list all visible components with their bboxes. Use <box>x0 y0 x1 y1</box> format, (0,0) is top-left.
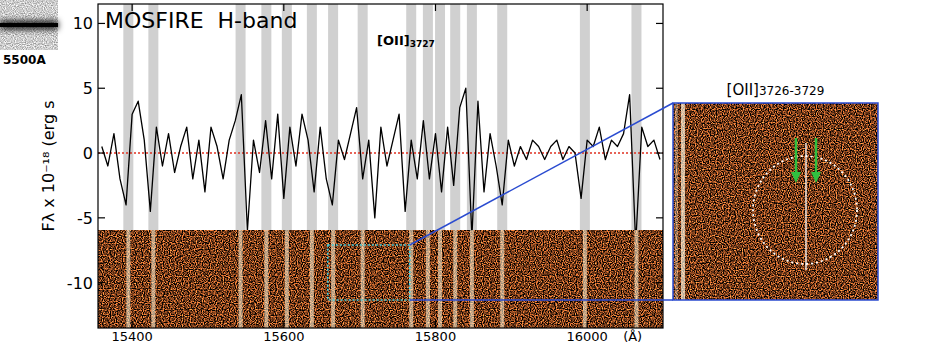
y-tick-label: 0 <box>83 144 93 163</box>
sky-line-band <box>435 4 445 230</box>
sky-line-band <box>236 4 246 230</box>
x-tick-label: 15600 <box>263 329 304 344</box>
sky-line-band <box>261 4 271 230</box>
inset-emission <box>805 143 807 270</box>
y-tick <box>98 217 105 218</box>
chart-title: MOSFIRE H-band <box>105 8 297 33</box>
sky-line-streak <box>310 230 314 328</box>
sky-line-streak <box>239 230 243 328</box>
y-tick <box>98 282 105 283</box>
y-tick-label: 5 <box>83 79 93 98</box>
spectrum-2d <box>98 230 663 328</box>
thumbnail-trace <box>0 21 58 29</box>
sky-line-band <box>497 4 507 230</box>
sky-line-streak <box>264 230 268 328</box>
sky-line-streak <box>151 230 155 328</box>
y-tick <box>656 23 663 24</box>
inset-title-subscript: 3726-3729 <box>759 84 824 98</box>
inset-arrow <box>815 138 818 174</box>
sky-line-streak <box>285 230 289 328</box>
plot-area <box>98 4 663 328</box>
plot-frame <box>98 4 663 328</box>
y-tick <box>656 152 663 153</box>
sky-line-streak <box>634 230 638 328</box>
inset-sky-streak <box>681 103 685 300</box>
sky-line-band <box>631 4 641 230</box>
sky-line-streak <box>453 230 457 328</box>
x-tick-label: 16000 <box>566 329 607 344</box>
y-axis-title: Fλ x 10⁻¹⁸ (erg s <box>39 101 58 232</box>
y-tick <box>656 88 663 89</box>
thumbnail-trace <box>0 23 58 27</box>
inset-frame <box>673 103 878 300</box>
zoom-connector <box>410 103 673 245</box>
thumbnail-image <box>0 0 58 50</box>
inset-title-text: [OII] <box>727 81 759 99</box>
annotation-subscript: 3727 <box>410 39 435 49</box>
x-tick <box>587 321 588 328</box>
y-tick <box>98 88 105 89</box>
sky-line-streak <box>126 230 130 328</box>
y-tick-label: 10 <box>73 14 93 33</box>
x-tick <box>283 321 284 328</box>
x-tick-label: 15400 <box>111 329 152 344</box>
thumbnail: 5500A <box>0 0 58 67</box>
sky-line-band <box>467 4 477 230</box>
y-tick <box>98 23 105 24</box>
inset-circle <box>753 156 857 264</box>
inset-sky-streak <box>675 103 678 300</box>
sky-line-band <box>307 4 317 230</box>
inset-image <box>673 103 878 300</box>
sky-line-streak <box>470 230 474 328</box>
x-axis-label: (Å) <box>623 329 642 344</box>
chart-root: 15400 15600 15800 16000 (Å) -10 -5 0 5 10 Fλ x 10⁻… <box>0 0 927 345</box>
annotation: [OII]3727 <box>377 33 435 49</box>
plot-background <box>98 4 663 328</box>
y-tick-label: -5 <box>77 209 93 228</box>
x-tick <box>435 4 436 11</box>
y-tick-label: -10 <box>67 274 93 293</box>
zoom-inset: [OII]3726-3729 <box>673 81 878 300</box>
sky-line-band <box>148 4 158 230</box>
sky-line-streak <box>438 230 442 328</box>
sky-line-band <box>358 4 368 230</box>
y-tick <box>98 152 105 153</box>
inset-arrow <box>795 138 798 174</box>
x-tick <box>435 321 436 328</box>
y-tick <box>656 217 663 218</box>
x-tick <box>132 321 133 328</box>
thumbnail-label: 5500A <box>3 53 46 67</box>
spectrum-line <box>102 88 660 244</box>
inset-arrow-head <box>811 172 821 183</box>
inset-arrow-head <box>791 172 801 183</box>
sky-line-band <box>423 4 433 230</box>
inset-title: [OII]3726-3729 <box>727 81 825 99</box>
annotation-text: [OII] <box>377 33 410 48</box>
sky-line-streak <box>500 230 504 328</box>
x-tick-label: 15800 <box>415 329 456 344</box>
x-tick <box>587 4 588 11</box>
zoom-connector <box>410 299 673 301</box>
y-tick <box>656 282 663 283</box>
zoom-box <box>328 245 410 300</box>
sky-line-streak <box>583 230 587 328</box>
sky-line-streak <box>426 230 430 328</box>
